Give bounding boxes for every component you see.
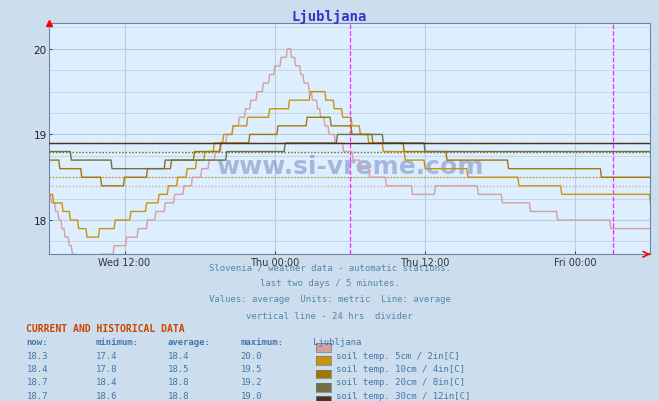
Text: 18.7: 18.7 (26, 391, 48, 399)
Text: soil temp. 10cm / 4in[C]: soil temp. 10cm / 4in[C] (336, 364, 465, 373)
Text: 18.4: 18.4 (168, 351, 190, 360)
Text: 18.8: 18.8 (168, 377, 190, 386)
Text: 18.4: 18.4 (26, 364, 48, 373)
Text: 18.7: 18.7 (26, 377, 48, 386)
Text: Values: average  Units: metric  Line: average: Values: average Units: metric Line: aver… (208, 295, 451, 304)
Text: vertical line - 24 hrs  divider: vertical line - 24 hrs divider (246, 311, 413, 320)
Text: 19.0: 19.0 (241, 391, 262, 399)
Text: Slovenia / weather data - automatic stations.: Slovenia / weather data - automatic stat… (208, 263, 451, 271)
Text: CURRENT AND HISTORICAL DATA: CURRENT AND HISTORICAL DATA (26, 323, 185, 333)
Text: soil temp. 5cm / 2in[C]: soil temp. 5cm / 2in[C] (336, 351, 460, 360)
Text: 19.2: 19.2 (241, 377, 262, 386)
Text: 18.4: 18.4 (96, 377, 117, 386)
Text: maximum:: maximum: (241, 338, 283, 346)
Text: now:: now: (26, 338, 48, 346)
Text: 18.3: 18.3 (26, 351, 48, 360)
Text: 20.0: 20.0 (241, 351, 262, 360)
Text: 18.5: 18.5 (168, 364, 190, 373)
Text: average:: average: (168, 338, 211, 346)
Text: 17.4: 17.4 (96, 351, 117, 360)
Text: minimum:: minimum: (96, 338, 138, 346)
Text: soil temp. 20cm / 8in[C]: soil temp. 20cm / 8in[C] (336, 377, 465, 386)
Text: Ljubljana: Ljubljana (313, 338, 361, 346)
Text: 17.8: 17.8 (96, 364, 117, 373)
Text: www.si-vreme.com: www.si-vreme.com (216, 155, 484, 179)
Text: last two days / 5 minutes.: last two days / 5 minutes. (260, 279, 399, 288)
Text: Ljubljana: Ljubljana (292, 10, 367, 24)
Text: 19.5: 19.5 (241, 364, 262, 373)
Text: soil temp. 30cm / 12in[C]: soil temp. 30cm / 12in[C] (336, 391, 471, 399)
Text: 18.8: 18.8 (168, 391, 190, 399)
Text: 18.6: 18.6 (96, 391, 117, 399)
